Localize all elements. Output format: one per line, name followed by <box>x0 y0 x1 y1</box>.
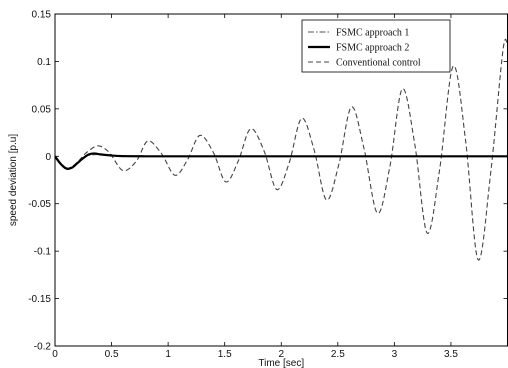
x-tick-label: 2 <box>278 349 284 360</box>
y-axis: -0.2 -0.15 -0.1 -0.05 0 0.05 0.1 0.15 <box>28 10 508 353</box>
legend: FSMC approach 1 FSMC approach 2 Convention… <box>301 19 451 73</box>
series-line-conventional-control <box>55 38 508 261</box>
y-tick-label: 0.05 <box>32 104 52 115</box>
x-tick-label: 3.5 <box>444 349 458 360</box>
x-tick-label: 0 <box>52 349 58 360</box>
y-tick-label: 0.1 <box>37 57 51 68</box>
x-tick-label: 2.5 <box>331 349 345 360</box>
x-axis-label: Time [sec] <box>258 358 304 368</box>
y-tick-label: 0.15 <box>32 10 52 21</box>
x-tick-label: 1.5 <box>218 349 232 360</box>
x-tick-label: 1 <box>165 349 171 360</box>
y-tick-label: -0.15 <box>28 294 51 305</box>
series-line-fsmc-approach-2 <box>55 152 508 170</box>
legend-entry-label: FSMC approach 2 <box>336 43 409 54</box>
x-tick-label: 0.5 <box>105 349 119 360</box>
legend-entry-label: FSMC approach 1 <box>336 28 409 39</box>
y-axis-label: speed deviation [p.u] <box>8 134 19 227</box>
y-tick-label: 0 <box>45 152 51 163</box>
y-tick-label: -0.1 <box>34 247 52 258</box>
legend-entry-label: Conventional control <box>336 58 421 69</box>
y-tick-label: -0.2 <box>34 342 52 353</box>
y-tick-label: -0.05 <box>28 199 51 210</box>
x-tick-label: 3 <box>392 349 398 360</box>
x-axis: 0 0.5 1 1.5 2 2.5 3 3.5 <box>52 14 458 360</box>
